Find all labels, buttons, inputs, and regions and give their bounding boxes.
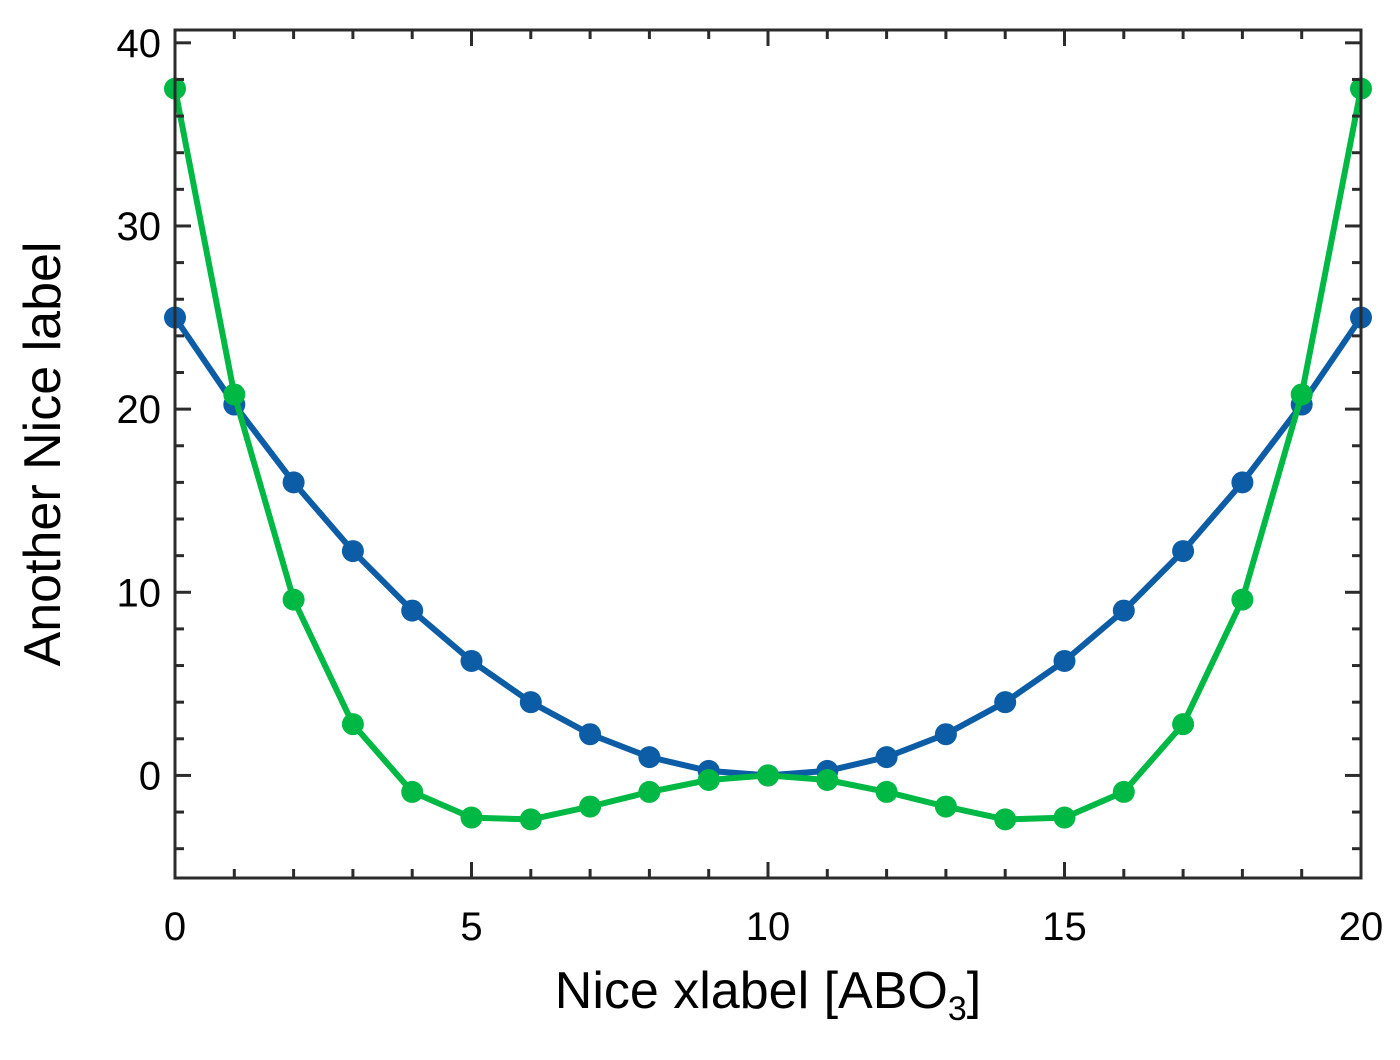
- x-tick-label: 15: [1042, 905, 1087, 949]
- data-point: [282, 471, 305, 494]
- tick-layer: [173, 30, 1363, 878]
- y-tick-label: 10: [117, 571, 162, 615]
- x-axis-title-subscript: 3: [948, 990, 967, 1028]
- x-axis-title: Nice xlabel [ABO3]: [555, 962, 981, 1028]
- data-point: [638, 780, 661, 803]
- data-point: [934, 723, 957, 746]
- data-point: [875, 780, 898, 803]
- data-point: [579, 795, 602, 818]
- data-point: [1231, 588, 1254, 611]
- data-point: [341, 540, 364, 563]
- x-tick-label: 10: [746, 905, 791, 949]
- y-tick-label: 40: [117, 22, 162, 66]
- x-tick-label: 20: [1339, 905, 1384, 949]
- data-point: [638, 746, 661, 769]
- series-line: [172, 88, 1364, 823]
- data-point: [579, 723, 602, 746]
- data-point: [401, 599, 424, 622]
- data-point: [1172, 540, 1195, 563]
- data-point: [401, 780, 424, 803]
- data-point: [1112, 780, 1135, 803]
- data-point: [282, 588, 305, 611]
- y-tick-label: 20: [117, 388, 162, 432]
- data-point: [341, 713, 364, 736]
- series-2: [164, 77, 1372, 831]
- data-point: [994, 691, 1017, 714]
- data-point: [519, 808, 542, 831]
- data-point: [460, 806, 483, 829]
- x-tick-label: 0: [164, 905, 186, 949]
- data-point: [1290, 383, 1313, 406]
- x-tick-label: 5: [460, 905, 482, 949]
- series-layer: [164, 77, 1372, 831]
- data-point: [875, 746, 898, 769]
- data-point: [994, 808, 1017, 831]
- data-point: [1231, 471, 1254, 494]
- data-point: [1053, 806, 1076, 829]
- x-axis-title-main: Nice xlabel [ABO: [555, 962, 948, 1020]
- data-point: [1112, 599, 1135, 622]
- y-axis-title: Another Nice label: [14, 242, 72, 667]
- data-point: [816, 769, 839, 792]
- data-point: [460, 649, 483, 672]
- data-point: [697, 769, 720, 792]
- data-point: [757, 764, 779, 787]
- data-point: [223, 383, 246, 406]
- data-point: [1172, 713, 1195, 736]
- y-tick-label: 30: [117, 205, 162, 249]
- data-point: [519, 691, 542, 714]
- tick-label-layer: 0 5 10 15 20 0 10 20 30 40: [117, 22, 1384, 949]
- data-point: [934, 795, 957, 818]
- y-tick-label: 0: [139, 754, 161, 798]
- x-axis-title-suffix: ]: [967, 962, 981, 1020]
- plot-frame: [173, 28, 1363, 880]
- data-point: [1053, 649, 1076, 672]
